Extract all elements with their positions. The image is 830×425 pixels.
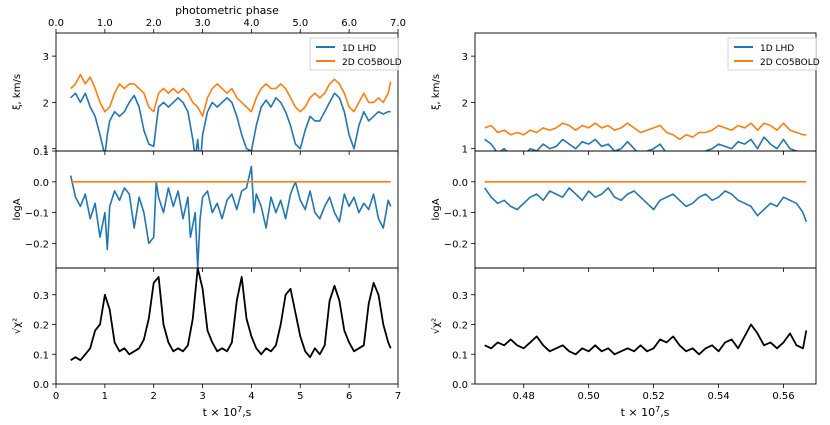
right-legend-box	[727, 37, 817, 71]
legend-lhd-label: 1D LHD	[342, 44, 376, 54]
left-xlabel-exp: 7	[237, 405, 242, 414]
right-xlabel-exp: 7	[655, 405, 660, 414]
left-xi-series-1	[70, 73, 392, 118]
right-logA-series-0	[484, 187, 808, 223]
left-xlabel-unit: ,s	[242, 406, 251, 419]
right-chi-frame	[474, 267, 817, 385]
right-xtick-label: 0.48	[513, 391, 535, 402]
top-phase-tick-label: 3.0	[195, 18, 211, 29]
right-logA-ylabel: logA	[431, 198, 442, 220]
left-xi-ylabel: ξ, km/s	[12, 74, 23, 110]
right-xtick-label: 0.50	[578, 391, 600, 402]
left-legend-box	[309, 37, 399, 71]
top-phase-tick-label: 0.0	[48, 18, 64, 29]
svg-text:t × 107,s: t × 107,s	[203, 405, 252, 420]
left-xtick-label: 7	[395, 391, 401, 402]
right-xi-ytick-label: 2	[462, 98, 468, 109]
left-chi-ytick-label: 0.1	[33, 350, 49, 361]
right-xtick-label: 0.52	[642, 391, 664, 402]
left-chi-ytick-label: 0.2	[33, 321, 49, 332]
right-chi-ytick-label: 0.1	[452, 350, 468, 361]
legend-co5bold-label: 2D CO5BOLD	[342, 58, 402, 68]
right-chi-ylabel: √χ²	[431, 318, 442, 334]
left-logA-ytick-label: 0.1	[33, 147, 49, 158]
right-legend-lhd-label: 1D LHD	[760, 44, 794, 54]
right-chi-ytick-label: 0.2	[452, 321, 468, 332]
left-logA-ylabel: logA	[12, 198, 23, 220]
left-chi-ytick-label: 0.0	[33, 380, 49, 391]
top-phase-tick-label: 7.0	[390, 18, 406, 29]
right-logA-ytick-label: 0.0	[452, 178, 468, 189]
right-chi-ytick-label: 0.0	[452, 380, 468, 391]
right-logA-ytick-label: −0.1	[444, 209, 468, 220]
right-x-axis-label: t × 107,s	[621, 405, 670, 420]
left-logA-frame	[55, 150, 399, 269]
left-panel-logA: 0.1 0.0 −0.1 −0.2 logA	[12, 147, 399, 272]
right-panel-chi: 0.0 0.1 0.2 0.3 √χ²	[431, 267, 817, 391]
right-xtick-label: 0.56	[772, 391, 794, 402]
left-xi-ytick-label: 1	[43, 145, 49, 156]
right-logA-ytick-label: −0.2	[444, 239, 468, 250]
top-axis-label: photometric phase	[175, 4, 279, 17]
right-xi-series-1	[484, 122, 807, 141]
left-logA-ytick-label: −0.1	[25, 209, 49, 220]
right-chi-ytick-label: 0.3	[452, 291, 468, 302]
right-legend: 1D LHD 2D CO5BOLD	[727, 37, 820, 71]
top-phase-tick-label: 1.0	[97, 18, 113, 29]
left-xtick-label: 1	[102, 391, 108, 402]
top-phase-tick-label: 6.0	[341, 18, 357, 29]
left-xi-series-0	[70, 92, 391, 151]
left-xtick-label: 4	[248, 391, 254, 402]
right-xi-ytick-label: 1	[462, 145, 468, 156]
top-phase-axis: 0.0 1.0 2.0 3.0 4.0 5.0 6.0 7.0	[48, 18, 406, 33]
left-panel-chi: 0.0 0.1 0.2 0.3 √χ²	[12, 267, 399, 391]
right-xlabel-unit: ,s	[660, 406, 669, 419]
left-chi-series-0	[70, 268, 392, 362]
right-legend-co5bold-label: 2D CO5BOLD	[760, 58, 820, 68]
left-xtick-label: 0	[53, 391, 59, 402]
left-xtick-label: 2	[151, 391, 157, 402]
left-chi-frame	[55, 267, 399, 385]
right-xi-series-0	[484, 136, 798, 151]
right-xtick-label: 0.54	[707, 391, 729, 402]
left-chi-ylabel: √χ²	[12, 318, 23, 334]
right-chi-series-0	[484, 323, 808, 356]
left-logA-ytick-label: 0.0	[33, 178, 49, 189]
left-xi-ytick-label: 2	[43, 98, 49, 109]
left-column-plots: 1 2 3 ξ, km/s 0.1 0.0 −0.1 −0.2 logA 0.0 0.1 0.2 0.3…	[12, 32, 401, 402]
right-column-plots: 1 2 3 ξ, km/s 0.0 −0.1 −0.2 logA 0.0 0.1 0.2 0.3 √χ²…	[431, 32, 817, 402]
top-phase-tick-label: 2.0	[146, 18, 162, 29]
left-xi-ytick-label: 3	[43, 52, 49, 63]
left-legend: 1D LHD 2D CO5BOLD	[309, 37, 402, 71]
left-xtick-label: 3	[199, 391, 205, 402]
right-panel-logA: 0.0 −0.1 −0.2 logA	[431, 150, 817, 272]
left-xlabel-base: t × 10	[203, 406, 238, 419]
right-xi-ylabel: ξ, km/s	[431, 74, 442, 110]
top-phase-tick-label: 4.0	[243, 18, 259, 29]
top-phase-tick-label: 5.0	[292, 18, 308, 29]
left-logA-ytick-label: −0.2	[25, 239, 49, 250]
right-xi-ytick-label: 3	[462, 52, 468, 63]
left-xtick-label: 6	[346, 391, 352, 402]
left-logA-series-0	[69, 165, 392, 268]
svg-text:t × 107,s: t × 107,s	[621, 405, 670, 420]
right-xlabel-base: t × 10	[621, 406, 656, 419]
left-xtick-label: 5	[297, 391, 303, 402]
left-x-axis-label: t × 107,s	[203, 405, 252, 420]
left-chi-ytick-label: 0.3	[33, 291, 49, 302]
